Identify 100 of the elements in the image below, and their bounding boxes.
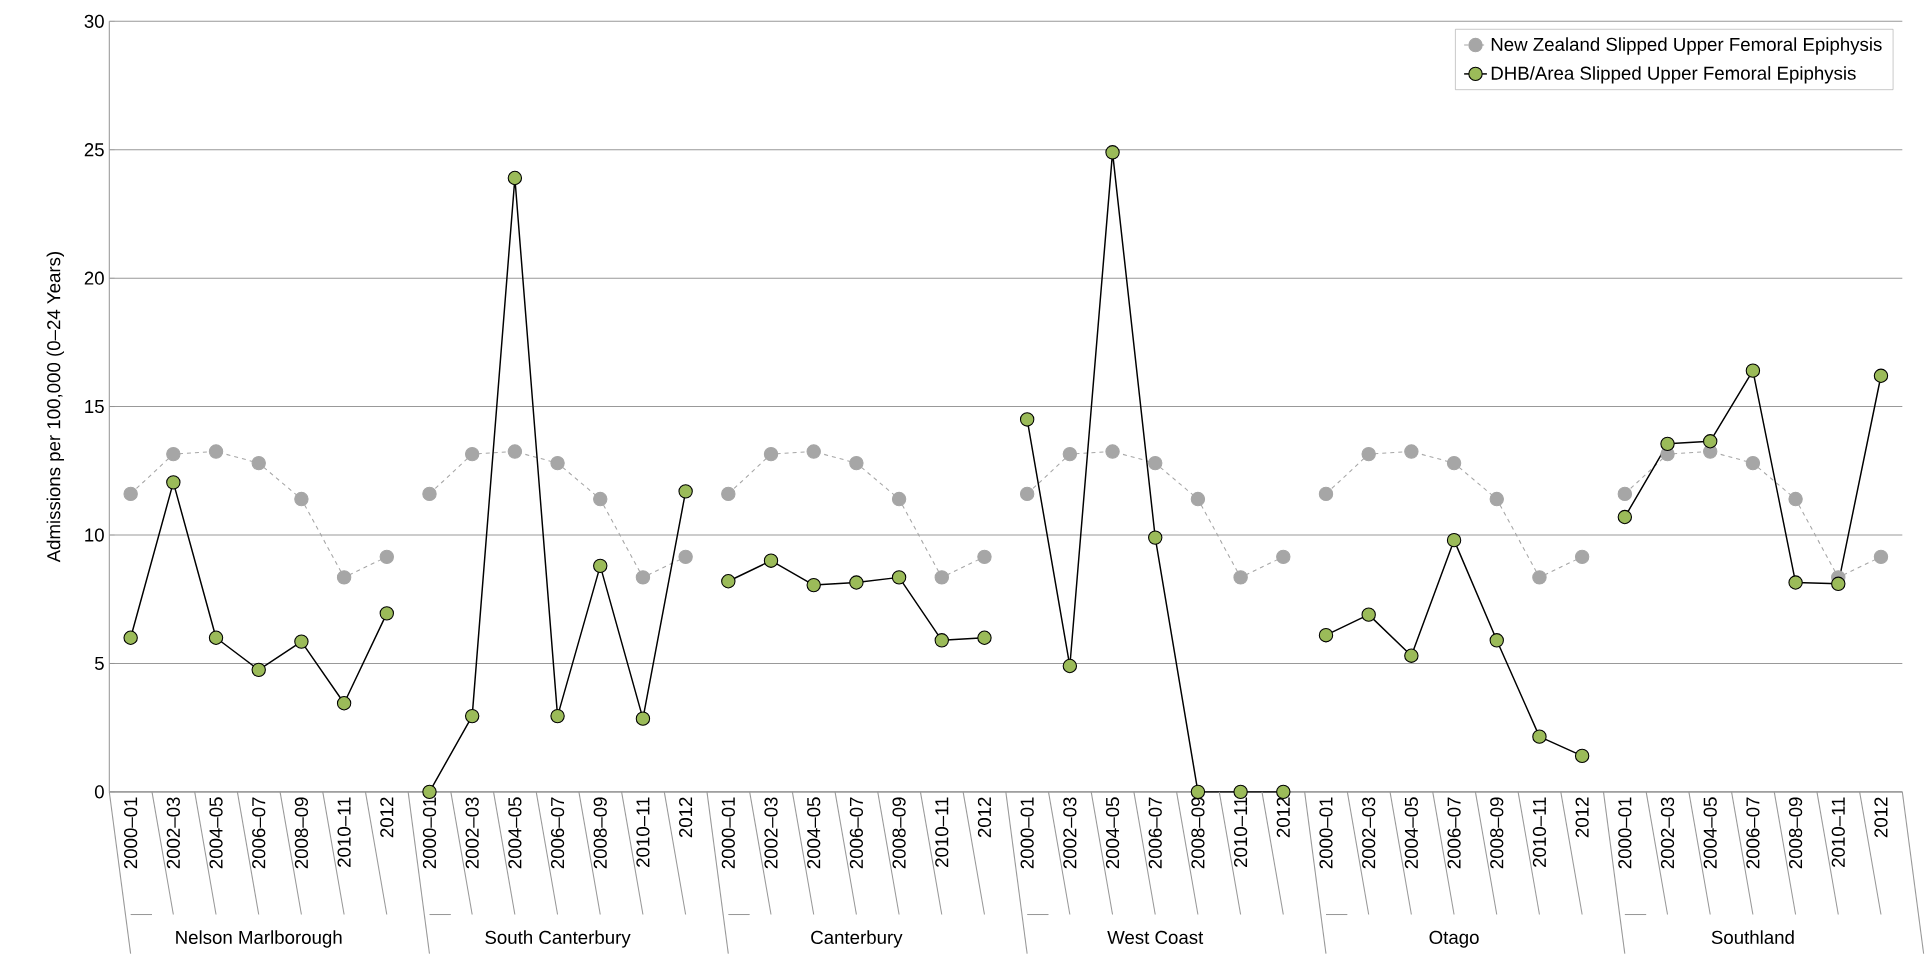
x-tick-label: 2010–11 (337, 797, 351, 867)
x-tick-label: 2012 (1276, 797, 1290, 838)
point (294, 491, 309, 507)
x-tick-label: 2012 (1575, 797, 1589, 838)
x-tick-label: 2004–05 (1703, 797, 1717, 869)
point (507, 444, 523, 459)
point (1489, 633, 1504, 648)
point (763, 553, 779, 568)
x-tick-label: 2004–05 (807, 797, 821, 869)
point (336, 570, 352, 585)
legend-label: DHB/Area Slipped Upper Femoral Epiphysis (1491, 66, 1856, 84)
point (678, 549, 693, 565)
x-tick-label: 2006–07 (849, 797, 864, 869)
point (1617, 509, 1633, 525)
point (166, 446, 181, 462)
point (1404, 444, 1419, 459)
point (166, 475, 181, 490)
x-tick-label: 2008–09 (892, 797, 906, 869)
point (1062, 446, 1078, 462)
x-tick-label: 2012 (380, 797, 394, 838)
point (1873, 549, 1889, 565)
x-tick-label: 2002–03 (465, 797, 479, 869)
x-tick-label: 2004–05 (1404, 797, 1418, 869)
point (1489, 491, 1504, 507)
point (550, 708, 565, 724)
point (208, 444, 224, 459)
x-tick-label: 2010–11 (636, 797, 650, 867)
x-tick-label: 2012 (977, 797, 992, 838)
point (934, 570, 949, 585)
x-tick-label: 2008–09 (294, 797, 309, 869)
point (721, 486, 736, 502)
x-tick-label: 2002–03 (764, 797, 778, 869)
point (678, 484, 693, 499)
x-tick-label: 2002–03 (1660, 797, 1675, 869)
point (1190, 491, 1206, 507)
point (1532, 729, 1547, 744)
point (1873, 368, 1889, 384)
point (934, 633, 949, 648)
point (379, 549, 394, 565)
x-tick-label: 2002–03 (1063, 797, 1077, 869)
point (550, 455, 565, 471)
point (1660, 436, 1675, 452)
point (1019, 486, 1035, 502)
x-tick-label: 2002–03 (1362, 797, 1376, 869)
point (1532, 570, 1547, 585)
point (379, 606, 394, 621)
point (123, 630, 138, 646)
point (1276, 549, 1291, 565)
x-tick-label: 2006–07 (252, 797, 266, 869)
y-tick-label: 5 (94, 657, 104, 671)
point (507, 170, 523, 186)
x-tick-label: 2010–11 (935, 797, 949, 867)
x-tick-label: 2004–05 (508, 797, 522, 869)
y-tick-label: 10 (85, 528, 104, 542)
point (1148, 455, 1163, 471)
point (891, 491, 907, 507)
point (849, 455, 864, 471)
point (1318, 486, 1334, 502)
point (593, 558, 608, 574)
point (464, 446, 480, 462)
x-tick-label: 2006–07 (1746, 797, 1760, 869)
point (763, 446, 779, 462)
point (891, 570, 907, 585)
text: West Coast (1107, 930, 1204, 945)
text: Nelson Marlborough (176, 930, 342, 948)
point (1745, 455, 1761, 471)
x-tick-label: 2010–11 (1233, 797, 1248, 867)
point (806, 577, 821, 593)
x-tick-label: 2000–01 (1319, 797, 1333, 869)
point (464, 708, 480, 724)
point (208, 630, 224, 646)
x-tick-label: 2010–11 (1831, 797, 1845, 867)
point (1574, 748, 1590, 764)
point (251, 662, 266, 678)
point (294, 634, 309, 649)
point (336, 696, 352, 711)
point (977, 630, 992, 646)
point (1233, 570, 1248, 585)
x-tick-label: 2000–01 (422, 797, 437, 869)
point (1703, 434, 1718, 449)
point (123, 486, 138, 502)
point (1062, 658, 1078, 674)
y-tick-label: 20 (84, 271, 104, 285)
point (1574, 549, 1590, 565)
y-tick-label: 30 (84, 14, 104, 29)
point (1617, 486, 1633, 502)
point (635, 711, 651, 726)
point (1788, 575, 1803, 590)
point (422, 486, 437, 502)
point (1105, 145, 1120, 160)
x-tick-label: 2008–09 (1490, 797, 1504, 869)
y-tick-label: 15 (85, 400, 104, 414)
point (1446, 533, 1462, 548)
point (1831, 576, 1846, 592)
point (1148, 530, 1163, 545)
x-tick-label: 2006–07 (1148, 797, 1162, 869)
x-tick-label: 2006–07 (550, 797, 565, 869)
point (1788, 491, 1803, 507)
x-tick-label: 2012 (1874, 797, 1888, 838)
point (593, 491, 608, 507)
